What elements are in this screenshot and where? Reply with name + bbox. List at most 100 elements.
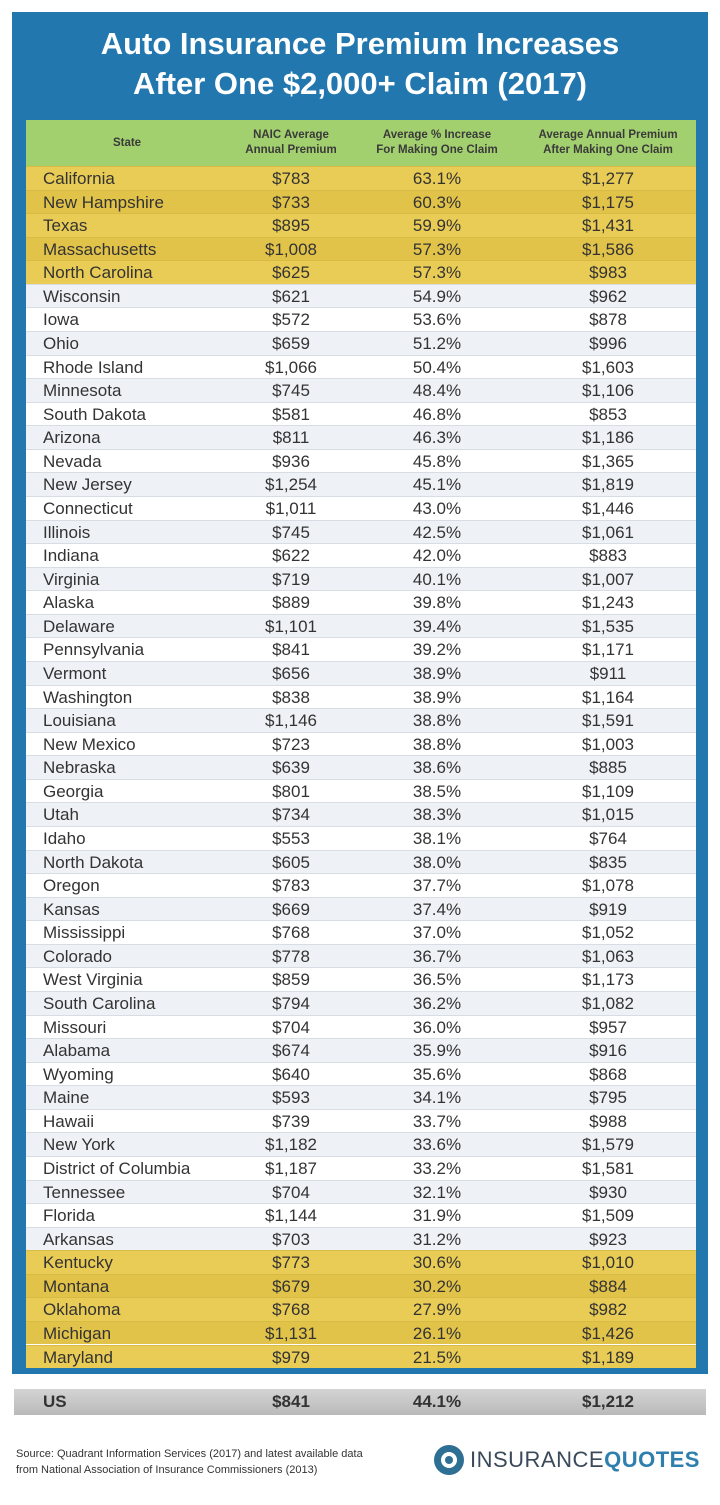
cell-naic-premium: $801 [272,781,310,801]
cell-state: Missouri [43,1017,107,1037]
cell-percent-increase: 36.0% [412,1017,462,1037]
cell-state: District of Columbia [43,1158,191,1178]
cell-naic-premium: $622 [272,546,310,566]
cell-state: New Hampshire [43,192,164,212]
title-line-2: After One $2,000+ Claim (2017) [132,66,588,101]
logo-mark-icon [434,1445,464,1475]
cell-premium-after-claim: $988 [589,1111,627,1131]
table-row: New Mexico $723 38.8% $1,003 [26,731,696,756]
cell-percent-increase: 32.1% [412,1182,462,1202]
table-row: Pennsylvania $841 39.2% $1,171 [26,637,696,661]
cell-naic-premium: $841 [272,640,310,660]
cell-state: Florida [43,1206,95,1226]
cell-premium-after-claim: $962 [589,286,627,306]
cell-premium-after-claim: $923 [589,1229,627,1249]
cell-premium-after-claim: $884 [589,1276,627,1296]
cell-percent-increase: 39.4% [412,616,462,636]
cell-state: Connecticut [43,498,133,518]
cell-premium-after-claim: $1,106 [582,381,634,401]
cell-naic-premium: $859 [272,970,310,990]
cell-state: Oklahoma [43,1300,121,1320]
logo-text-quotes: QUOTES [604,1447,700,1472]
cell-state: New Jersey [43,475,132,495]
cell-state: Iowa [43,310,79,330]
cell-naic-premium: $621 [272,286,310,306]
cell-premium-after-claim: $1,007 [582,569,634,589]
cell-percent-increase: 30.6% [412,1253,462,1273]
cell-state: Pennsylvania [43,640,145,660]
cell-percent-increase: 36.2% [412,993,462,1013]
cell-naic-premium: $1,254 [265,475,317,495]
cell-state: Mississippi [43,923,126,943]
cell-state: Nevada [43,451,102,471]
cell-naic-premium: $811 [272,428,310,448]
table-row: Iowa $572 53.6% $878 [26,307,696,331]
cell-premium-after-claim: $1,078 [582,876,634,896]
cell-premium-after-claim: $764 [589,828,627,848]
table-row: Oklahoma $768 27.9% $982 [26,1297,696,1321]
cell-naic-premium: $1,066 [265,357,317,377]
cell-percent-increase: 38.1% [412,828,462,848]
cell-state: New York [43,1135,115,1155]
cell-percent-increase: 45.8% [412,451,462,471]
cell-premium-after-claim: $1,003 [582,734,634,754]
cell-premium-after-claim: $1,173 [582,970,634,990]
cell-naic-premium: $1,011 [265,498,317,518]
table-row: District of Columbia $1,187 33.2% $1,581 [26,1155,696,1180]
cell-premium-after-claim: $983 [589,263,627,283]
cell-percent-increase: 35.9% [412,1041,462,1061]
cell-premium-after-claim: $1,010 [582,1253,634,1273]
cell-premium-after-claim: $1,109 [582,781,634,801]
cell-premium-after-claim: $885 [589,758,627,778]
cell-premium-after-claim: $1,591 [582,711,634,731]
cell-naic-premium: $659 [272,333,310,353]
cell-naic-premium: $895 [272,216,310,236]
cell-naic-premium: $639 [272,758,310,778]
logo-text-insurance: INSURANCE [470,1447,605,1472]
table-row: Ohio $659 51.2% $996 [26,330,696,355]
cell-state: Georgia [43,781,104,801]
cell-percent-increase: 57.3% [412,263,462,283]
header-naic-line-2: Annual Premium [245,144,337,156]
cell-naic-premium: $745 [272,381,310,401]
header-state-line-1: State [112,136,142,149]
cell-state: Hawaii [43,1111,95,1131]
source-line-1: Source: Quadrant Information Services (2… [16,1448,363,1460]
header-pct-line-2: For Making One Claim [376,144,498,156]
cell-premium-after-claim: $1,171 [582,640,634,660]
title-line-1: Auto Insurance Premium Increases [100,26,620,61]
table-row: Maryland $979 21.5% $1,189 [26,1344,696,1369]
cell-percent-increase: 60.3% [412,192,462,212]
cell-naic-premium: $889 [272,593,310,613]
table-row: Texas $895 59.9% $1,431 [26,213,696,237]
cell-percent-increase: 43.0% [412,498,462,518]
table-row: Virginia $719 40.1% $1,007 [26,566,696,591]
cell-state: Virginia [43,569,100,589]
header-premium-after-claim: Average Annual Premium After Making One … [520,120,696,166]
cell-premium-after-claim: $835 [589,852,627,872]
cell-percent-increase: 42.0% [412,546,462,566]
table-row: Michigan $1,131 26.1% $1,426 [26,1320,696,1345]
us-total-row: US $841 44.1% $1,212 [14,1389,706,1415]
cell-state: Idaho [43,828,86,848]
table-row: California $783 63.1% $1,277 [26,166,696,190]
cell-premium-after-claim: $996 [589,333,627,353]
cell-naic-premium: $1,146 [265,711,317,731]
cell-percent-increase: 26.1% [412,1323,462,1343]
cell-state: Arizona [43,428,101,448]
cell-percent-increase: 38.6% [412,758,462,778]
cell-state: Ohio [43,333,79,353]
cell-state: Utah [43,805,79,825]
cell-state: Colorado [43,946,112,966]
table-row: New Hampshire $733 60.3% $1,175 [26,189,696,214]
cell-percent-increase: 33.2% [412,1158,462,1178]
cell-naic-premium: $739 [272,1111,310,1131]
cell-premium-after-claim: $911 [589,663,627,683]
cell-naic-premium: $1,187 [265,1158,317,1178]
table-row: West Virginia $859 36.5% $1,173 [26,967,696,991]
cell-premium-after-claim: $957 [589,1017,627,1037]
table-row: New Jersey $1,254 45.1% $1,819 [26,472,696,496]
cell-state: Rhode Island [43,357,144,377]
cell-naic-premium: $704 [272,1017,310,1037]
cell-state: Nebraska [43,758,116,778]
